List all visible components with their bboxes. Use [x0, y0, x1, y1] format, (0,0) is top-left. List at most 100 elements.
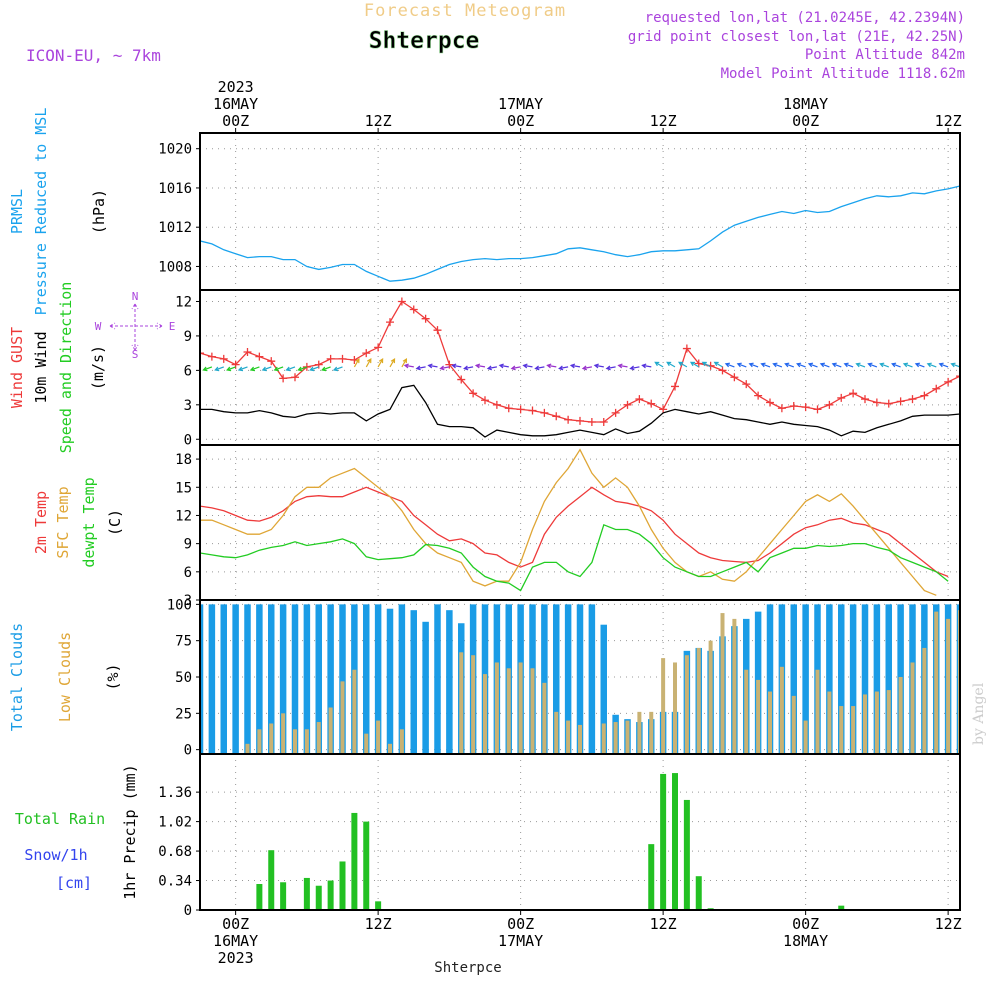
wind-arrow: [605, 365, 616, 371]
wind-arrow: [843, 362, 854, 368]
bottom-time-label: 00Z: [222, 915, 249, 933]
wind-arrow: [975, 363, 984, 367]
wind-arrow: [701, 361, 711, 368]
cloud-bar: [541, 604, 548, 754]
wind-arrow: [629, 365, 640, 371]
cloud-bar: [220, 604, 227, 754]
bottom-time-label: 12Z: [650, 915, 677, 933]
wind-series: [200, 297, 984, 438]
wind-arrow: [760, 362, 771, 368]
wind-arrow: [879, 362, 890, 368]
cloud-bar: [388, 743, 392, 754]
series-total-rain: [256, 773, 845, 910]
precip-bar: [315, 885, 322, 910]
gust-marker: [540, 408, 549, 417]
wind-arrow: [377, 358, 384, 368]
y-axis-label: dewpt Temp: [80, 477, 98, 567]
y-tick-label: 3: [184, 593, 192, 609]
cloud-bar: [315, 604, 322, 754]
cloud-bar: [779, 666, 784, 754]
y-axis-label: 1hr Precip (mm): [121, 764, 139, 899]
cloud-bar: [340, 681, 345, 754]
wind-arrow: [401, 358, 408, 368]
footer-location: Shterpce: [434, 960, 501, 976]
cloud-bar: [600, 624, 607, 754]
gust-marker: [338, 354, 347, 363]
temperature-series: [200, 448, 949, 596]
top-time-label: 00Z: [507, 112, 534, 130]
gust-marker: [789, 401, 798, 410]
wind-arrow: [819, 362, 830, 368]
bottom-time-label: 00Z: [507, 915, 534, 933]
wind-arrow: [321, 366, 331, 372]
location-title: Shterpce: [369, 28, 480, 54]
compass-lines: [109, 303, 163, 351]
y-tick-label: 1016: [158, 181, 192, 197]
requested-coords: requested lon,lat (21.0245E, 42.2394N): [645, 10, 965, 26]
cloud-bar: [530, 668, 535, 754]
cloud-bar: [791, 695, 796, 754]
y-tick-label: 6: [184, 363, 192, 379]
y-axis-label: PRMSL: [8, 189, 26, 234]
cloud-bar: [316, 722, 321, 754]
top-time-label: 00Z: [792, 112, 819, 130]
gust-marker: [932, 384, 941, 393]
point-altitude: Point Altitude 842m: [805, 47, 965, 63]
cloud-bar: [279, 604, 287, 754]
cloud-bar: [269, 723, 274, 754]
gridpoint-coords: grid point closest lon,lat (21E, 42.25N): [628, 29, 965, 45]
y-axis-label: Wind GUST: [8, 327, 26, 408]
precip-bar: [303, 877, 310, 910]
compass-w: W: [95, 320, 102, 333]
cloud-bar: [861, 604, 869, 754]
gust-marker: [504, 404, 513, 413]
cloud-bar: [732, 618, 737, 754]
series-low-clouds: [245, 610, 960, 754]
gust-marker: [374, 343, 383, 352]
y-axis-label: (m/s): [89, 345, 107, 390]
y-tick-label: 75: [175, 634, 192, 650]
cloud-bar: [673, 662, 677, 754]
gust-marker: [659, 405, 668, 414]
cloud-bar: [756, 679, 761, 754]
wind-arrows: [200, 358, 984, 372]
top-time-label: 12Z: [935, 112, 962, 130]
wind-arrow: [654, 361, 664, 368]
top-time-label: 18MAY: [783, 95, 828, 113]
cloud-bar: [826, 604, 833, 754]
y-tick-label: 12: [175, 508, 192, 524]
cloud-bar: [363, 604, 370, 754]
gust-marker: [635, 395, 644, 404]
wind-arrow: [724, 362, 735, 368]
wind-arrow: [938, 362, 949, 368]
compass-e: E: [169, 320, 176, 333]
precip-bar: [695, 876, 702, 910]
wind-arrow: [926, 362, 937, 368]
wind-arrow: [297, 366, 308, 372]
cloud-bar: [364, 733, 369, 754]
series-10m-wind: [200, 384, 960, 438]
wind-arrow: [463, 365, 474, 371]
precip-bar: [672, 773, 678, 910]
temperature-panel: 3 6 9 12 15 18 2m Temp SFC Temp dewpt Temp (C): [32, 444, 961, 609]
y-tick-label: 9: [184, 329, 192, 345]
top-time-label: 2023: [218, 78, 254, 96]
cloud-bar: [293, 729, 297, 754]
cloud-bar: [564, 604, 572, 754]
cloud-bar: [922, 647, 927, 754]
cloud-bar: [613, 722, 618, 754]
series-2m-temp: [200, 486, 949, 578]
gust-marker: [623, 400, 632, 409]
top-time-label: 16MAY: [213, 95, 258, 113]
cloud-bar: [790, 604, 797, 754]
cloud-bar: [766, 604, 774, 754]
gust-marker: [481, 396, 489, 405]
cloud-bar: [649, 711, 654, 754]
gust-marker: [516, 405, 525, 414]
wind-arrow: [332, 366, 343, 372]
wind-arrow: [736, 362, 747, 368]
gust-marker: [207, 352, 216, 361]
wind-arrow: [273, 366, 284, 372]
y-axis-label: Pressure Reduced to MSL: [32, 108, 50, 316]
precip-bar: [280, 882, 287, 910]
